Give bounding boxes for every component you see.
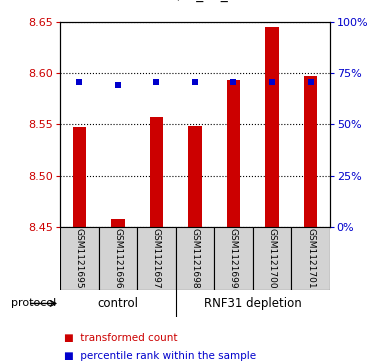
Text: GDS5371 / A_23_P89589: GDS5371 / A_23_P89589 [108, 0, 280, 2]
Text: GSM1121701: GSM1121701 [306, 228, 315, 289]
Text: protocol: protocol [11, 298, 56, 309]
Point [307, 79, 314, 85]
Text: RNF31 depletion: RNF31 depletion [204, 297, 301, 310]
Text: ■  transformed count: ■ transformed count [64, 333, 178, 343]
Bar [291, 227, 330, 290]
Bar [265, 27, 279, 227]
Bar [227, 80, 240, 227]
Bar [304, 76, 317, 227]
Point [76, 79, 83, 85]
Text: GSM1121699: GSM1121699 [229, 228, 238, 289]
Point [115, 82, 121, 88]
Bar [214, 227, 253, 290]
Bar [176, 227, 214, 290]
Bar [150, 117, 163, 227]
Point [230, 79, 237, 85]
Bar [99, 227, 137, 290]
Bar [188, 126, 202, 227]
Text: GSM1121698: GSM1121698 [191, 228, 199, 289]
Point [269, 79, 275, 85]
Point [153, 79, 159, 85]
Bar [137, 227, 176, 290]
Bar [73, 127, 86, 227]
Text: GSM1121700: GSM1121700 [267, 228, 277, 289]
Point [192, 79, 198, 85]
Text: GSM1121696: GSM1121696 [113, 228, 123, 289]
Text: control: control [97, 297, 139, 310]
Text: ■  percentile rank within the sample: ■ percentile rank within the sample [64, 351, 256, 361]
Text: GSM1121697: GSM1121697 [152, 228, 161, 289]
Bar [253, 227, 291, 290]
Bar [60, 227, 99, 290]
Bar [111, 219, 125, 227]
Text: GSM1121695: GSM1121695 [75, 228, 84, 289]
